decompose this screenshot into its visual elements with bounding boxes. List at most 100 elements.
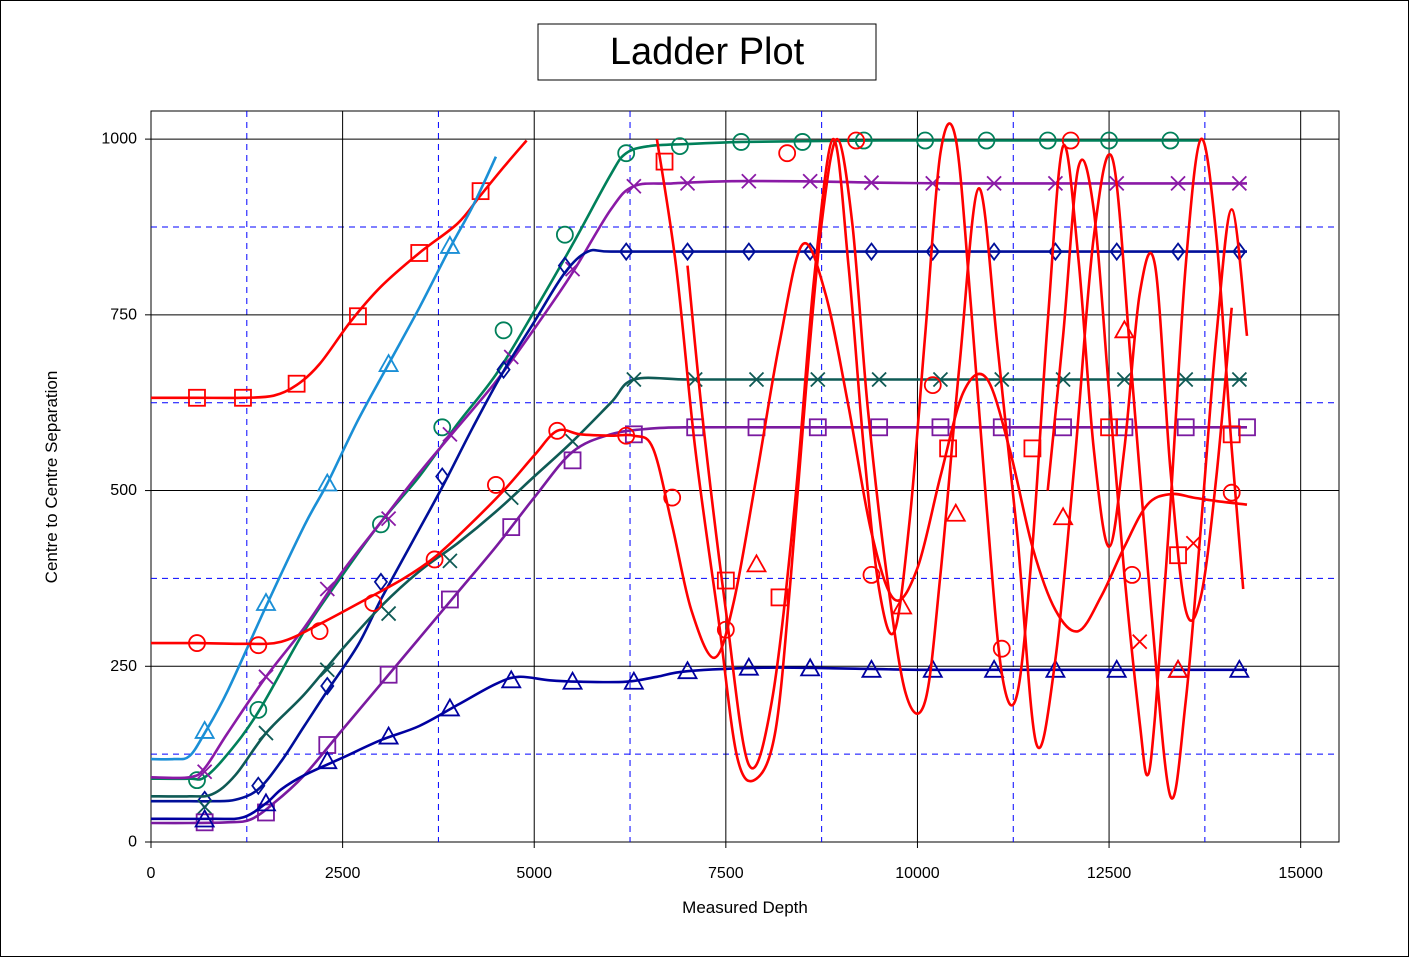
x-marker: [626, 178, 642, 194]
series-12: [1046, 137, 1245, 777]
circle-marker: [487, 476, 505, 494]
circle-marker: [862, 566, 881, 584]
x-tick-label: 15000: [1278, 865, 1323, 882]
x-tick-label: 5000: [516, 865, 552, 882]
triangle-marker: [676, 660, 699, 680]
square-marker: [410, 244, 429, 262]
circle-marker: [1161, 131, 1180, 150]
circle-marker: [670, 137, 689, 156]
x-marker: [380, 605, 397, 622]
circle-marker: [372, 515, 390, 534]
diamond-marker: [1170, 242, 1186, 262]
square-marker: [502, 518, 521, 537]
x-marker: [802, 173, 818, 189]
x-marker: [503, 489, 519, 506]
triangle-marker: [799, 657, 821, 677]
circle-marker: [1038, 131, 1057, 150]
circle-marker: [716, 620, 735, 639]
diamond-marker: [1048, 242, 1063, 262]
circle-marker: [793, 133, 812, 151]
triangle-marker: [623, 670, 645, 690]
x-marker: [1231, 175, 1247, 192]
diamond-marker: [557, 256, 573, 276]
circle-marker: [778, 144, 797, 163]
diamond-marker: [251, 776, 266, 796]
circle-marker: [364, 594, 383, 612]
circle-marker: [854, 131, 873, 150]
circle-marker: [555, 225, 574, 244]
x-marker: [1170, 175, 1186, 192]
triangle-marker: [562, 670, 584, 690]
circle-marker: [916, 131, 935, 150]
series-group: [151, 122, 1256, 832]
x-marker: [1132, 634, 1148, 650]
triangle-marker: [194, 808, 216, 828]
y-tick-label: 0: [128, 834, 137, 851]
x-marker: [810, 371, 826, 388]
x-marker: [1231, 371, 1247, 388]
square-marker: [1100, 418, 1118, 437]
square-marker: [287, 374, 306, 393]
x-marker: [197, 799, 213, 815]
circle-marker: [977, 131, 996, 150]
triangle-marker: [439, 697, 461, 717]
triangle-marker: [316, 472, 338, 492]
diamond-marker: [986, 242, 1002, 262]
diamond-marker: [803, 242, 818, 262]
triangle-marker: [945, 502, 967, 522]
x-marker: [626, 371, 642, 388]
series-line: [655, 137, 1249, 800]
square-marker: [441, 590, 459, 609]
triangle-marker: [1052, 506, 1074, 526]
title-box: [537, 23, 877, 81]
x-tick-label: 12500: [1087, 865, 1132, 882]
series-line: [151, 425, 1247, 825]
square-marker: [770, 588, 789, 607]
triangle-marker: [378, 725, 400, 745]
x-marker: [748, 371, 765, 388]
series-line: [686, 122, 1233, 770]
diamond-marker: [680, 242, 695, 262]
series-2: [151, 156, 498, 761]
circle-marker: [923, 376, 942, 395]
triangle-marker: [439, 235, 461, 254]
x-marker: [258, 725, 274, 741]
x-marker: [564, 261, 581, 277]
square-marker: [1176, 418, 1195, 437]
x-marker: [319, 581, 335, 597]
series-4: [151, 173, 1247, 780]
square-marker: [655, 152, 674, 171]
y-tick-label: 750: [110, 306, 137, 323]
x-marker: [442, 426, 458, 442]
series-line: [151, 666, 1247, 821]
series-1: [151, 139, 528, 407]
x-marker: [932, 371, 949, 388]
x-marker: [319, 662, 335, 678]
chart-title: Ladder Plot: [610, 31, 805, 73]
x-marker: [197, 764, 213, 780]
x-marker: [442, 553, 458, 569]
diamond-marker: [435, 467, 450, 486]
series-7: [151, 418, 1256, 832]
circle-marker: [425, 550, 444, 569]
circle-marker: [1222, 483, 1241, 502]
x-marker: [1116, 371, 1133, 388]
circle-marker: [548, 421, 567, 440]
x-axis-title: Measured Depth: [682, 898, 808, 917]
series-9: [151, 131, 1248, 660]
x-tick-label: 0: [147, 865, 156, 882]
circle-marker: [188, 771, 206, 790]
circle-marker: [617, 426, 636, 445]
triangle-marker: [922, 658, 944, 678]
circle-marker: [617, 144, 636, 163]
circle-marker: [310, 622, 329, 641]
x-marker: [258, 669, 274, 685]
x-tick-label: 2500: [325, 865, 361, 882]
triangle-marker: [194, 720, 216, 739]
y-tick-label: 250: [110, 658, 137, 675]
x-marker: [1185, 535, 1202, 551]
circle-marker: [494, 321, 513, 340]
series-line: [151, 248, 1247, 803]
